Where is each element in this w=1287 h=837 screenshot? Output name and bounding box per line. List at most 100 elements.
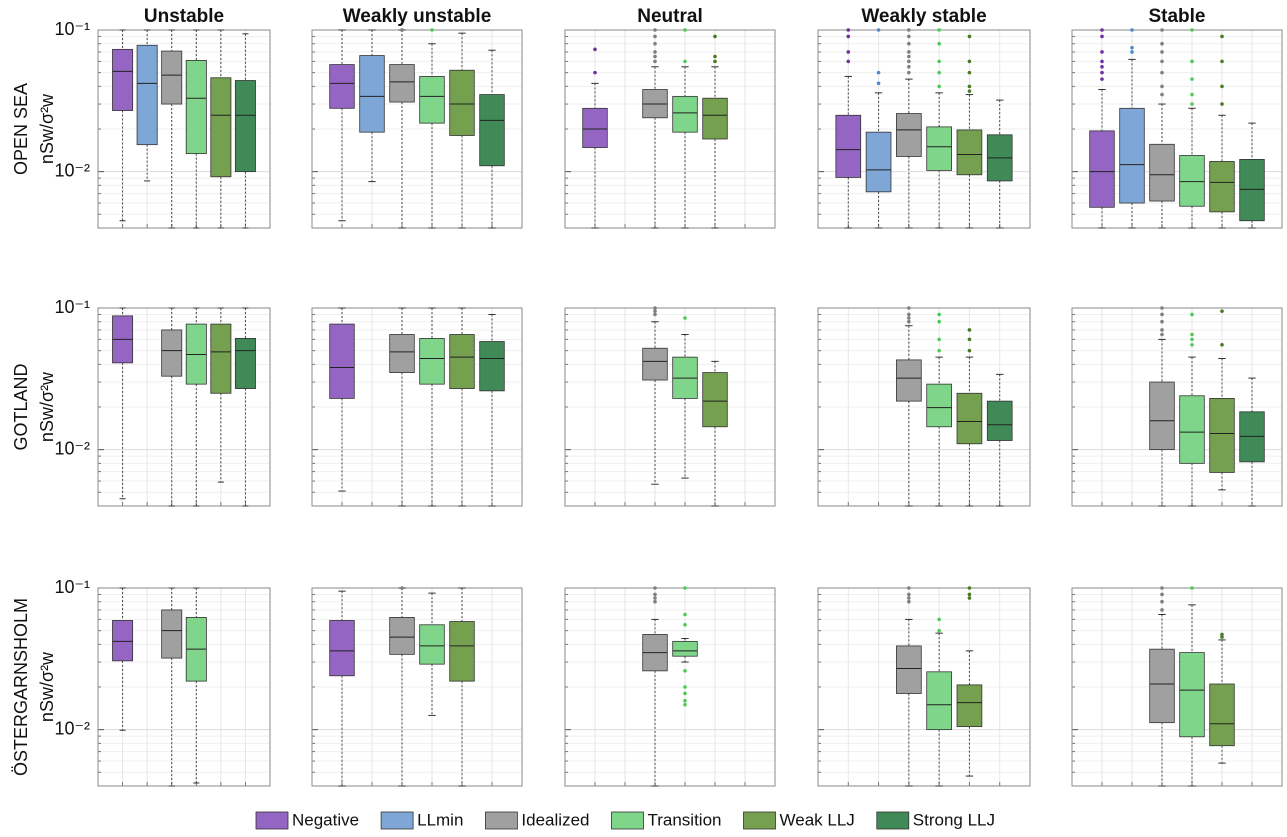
outlier <box>1160 592 1164 597</box>
box <box>1149 381 1175 451</box>
panel-border <box>564 587 776 787</box>
column-title: Neutral <box>637 6 702 27</box>
column-title: Stable <box>1148 6 1205 27</box>
box <box>1239 159 1265 222</box>
outlier <box>400 28 404 32</box>
outlier <box>1190 92 1194 97</box>
row-label: GOTLAND <box>11 363 31 450</box>
outlier <box>846 34 851 39</box>
outlier <box>1130 50 1134 54</box>
box <box>926 126 952 171</box>
outlier <box>967 592 972 597</box>
outlier <box>653 596 657 600</box>
legend-label: Strong LLJ <box>913 810 995 829</box>
outlier <box>907 59 911 64</box>
box <box>896 645 922 694</box>
box <box>359 55 385 133</box>
outlier <box>1100 70 1104 75</box>
outlier <box>1190 28 1194 32</box>
outlier <box>846 50 851 54</box>
outlier <box>653 34 657 39</box>
legend-label: Transition <box>647 810 721 829</box>
column-title: Weakly unstable <box>343 6 492 27</box>
box <box>329 620 355 677</box>
outlier <box>907 306 911 310</box>
panel-border <box>564 307 776 507</box>
box <box>672 640 698 657</box>
box <box>419 338 445 385</box>
outlier <box>1160 319 1164 324</box>
outlier <box>907 34 911 39</box>
outlier <box>876 70 881 75</box>
outlier <box>937 312 941 317</box>
outlier <box>1160 41 1164 46</box>
row-label: ÖSTERGARNSHOLM <box>11 598 31 776</box>
outlier <box>907 592 911 597</box>
outlier <box>907 586 911 590</box>
outlier <box>593 70 597 75</box>
outlier <box>846 59 851 64</box>
box <box>1179 652 1205 738</box>
outlier <box>907 319 911 324</box>
outlier <box>967 348 972 353</box>
box <box>479 341 505 392</box>
outlier <box>683 59 687 64</box>
box <box>1179 155 1205 207</box>
outlier <box>1190 586 1194 590</box>
outlier <box>683 28 687 32</box>
outlier <box>1220 632 1224 637</box>
y-tick-label: 10⁻² <box>54 438 90 458</box>
outlier <box>1220 84 1224 89</box>
outlier <box>937 28 941 32</box>
box <box>112 48 134 111</box>
outlier <box>1220 102 1224 106</box>
outlier <box>846 28 851 32</box>
legend-swatch <box>380 811 414 830</box>
outlier <box>967 59 972 64</box>
box <box>449 334 475 389</box>
box <box>136 44 158 146</box>
outlier <box>683 685 687 689</box>
panel-border <box>1071 587 1283 787</box>
row-label: OPEN SEA <box>11 83 31 175</box>
outlier <box>907 312 911 317</box>
outlier <box>1220 34 1224 39</box>
legend-swatch <box>485 811 518 830</box>
outlier <box>653 306 657 310</box>
box <box>865 131 892 193</box>
legend-swatch <box>743 811 776 830</box>
outlier <box>653 59 657 64</box>
outlier <box>653 28 657 32</box>
outlier <box>1190 337 1194 342</box>
box <box>449 621 475 682</box>
outlier <box>937 84 941 89</box>
outlier <box>937 70 941 75</box>
outlier <box>1100 28 1104 32</box>
outlier <box>967 70 972 75</box>
box <box>672 95 698 133</box>
legend-swatch <box>876 811 910 830</box>
box <box>642 347 668 381</box>
outlier <box>653 586 657 590</box>
panel-border <box>817 307 1031 507</box>
outlier <box>937 348 941 353</box>
box <box>161 329 183 377</box>
box <box>234 80 256 173</box>
outlier <box>683 691 687 696</box>
outlier <box>713 34 717 39</box>
outlier <box>907 64 911 69</box>
box <box>419 624 445 665</box>
outlier <box>683 586 687 590</box>
box <box>582 107 608 148</box>
legend-label: LLmin <box>417 810 463 829</box>
box <box>956 392 983 445</box>
box <box>1209 683 1235 747</box>
box <box>896 113 922 157</box>
outlier <box>1220 59 1224 64</box>
outlier <box>653 54 657 59</box>
box <box>389 64 415 103</box>
outlier <box>1190 312 1194 317</box>
outlier <box>653 592 657 597</box>
outlier <box>653 599 657 604</box>
box <box>896 359 922 402</box>
